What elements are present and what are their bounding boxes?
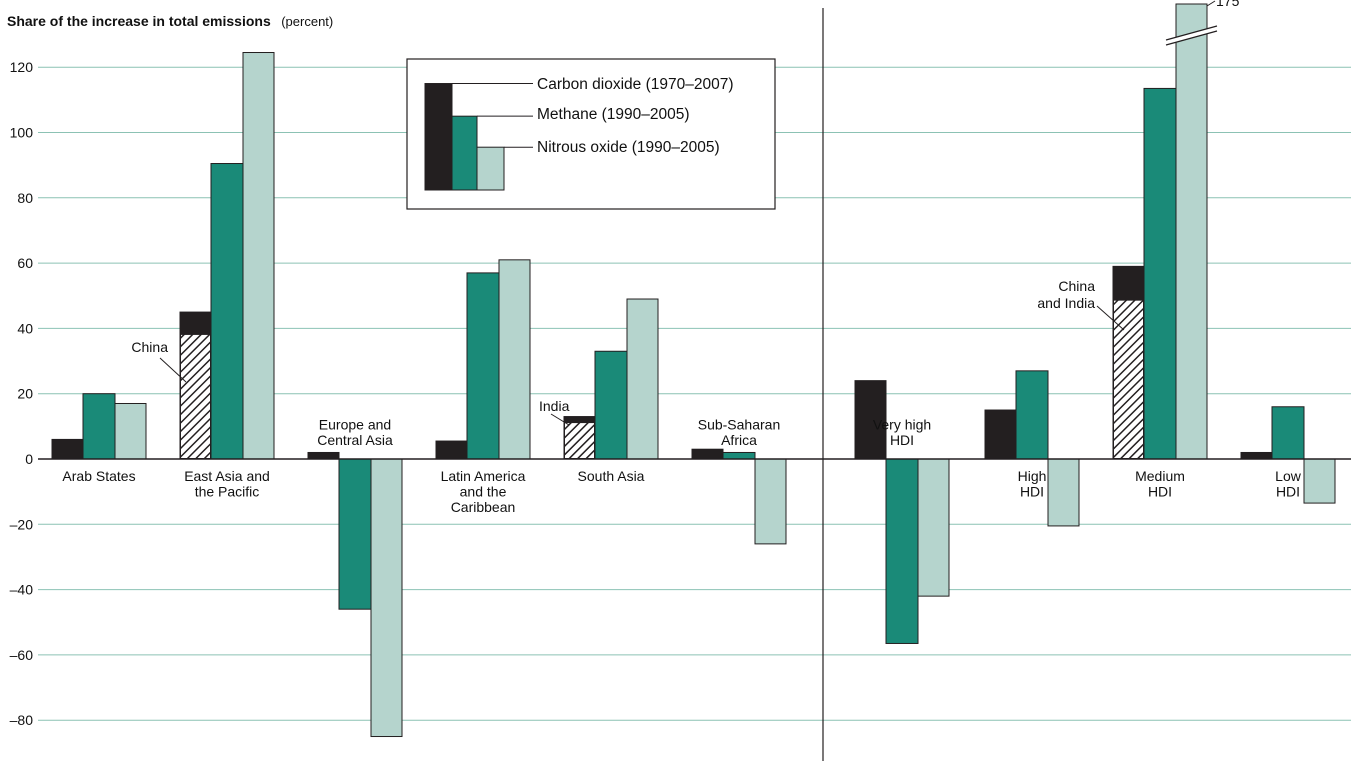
bar bbox=[1175, 3, 1208, 460]
bar bbox=[498, 259, 531, 460]
category-label-line: South Asia bbox=[578, 468, 645, 484]
legend-swatch bbox=[451, 115, 478, 191]
category-label: East Asia and the Pacific bbox=[184, 468, 270, 500]
y-tick-label: –20 bbox=[10, 516, 34, 532]
bar bbox=[854, 380, 887, 460]
y-tick-label: 0 bbox=[25, 451, 33, 467]
bar bbox=[1015, 370, 1049, 460]
subshare-label-india: India bbox=[539, 398, 570, 414]
bar bbox=[210, 163, 244, 460]
category-label-line: High bbox=[1018, 468, 1047, 484]
bar-break-mark bbox=[1165, 30, 1218, 46]
category-label-line: Africa bbox=[721, 432, 757, 448]
bar bbox=[984, 409, 1017, 460]
bar bbox=[1143, 87, 1177, 460]
category-label-line: HDI bbox=[890, 432, 914, 448]
bar bbox=[1303, 458, 1336, 504]
category-label-line: Caribbean bbox=[451, 499, 516, 515]
category-label-line: Low bbox=[1275, 468, 1302, 484]
subshare-leader-china-india bbox=[1096, 305, 1125, 331]
y-tick-label: –80 bbox=[10, 712, 34, 728]
bar bbox=[917, 458, 950, 597]
y-tick-label: 20 bbox=[17, 386, 33, 402]
bar bbox=[691, 448, 724, 460]
category-labels: Arab States East Asia and the Pacific Europ… bbox=[62, 417, 1301, 516]
chart-title-unit: (percent) bbox=[281, 14, 333, 29]
subshare-label-china-india-1: China bbox=[1058, 278, 1095, 294]
clipped-value-label: 175 bbox=[1216, 0, 1240, 9]
category-label: Arab States bbox=[62, 468, 135, 484]
bar bbox=[242, 52, 275, 460]
category-label-line: Sub-Saharan bbox=[698, 417, 781, 433]
bar bbox=[1271, 406, 1305, 460]
subshare-hatch bbox=[1114, 300, 1143, 458]
bar bbox=[754, 458, 787, 545]
category-label-line: HDI bbox=[1148, 484, 1172, 500]
category-label-line: Arab States bbox=[62, 468, 135, 484]
subshare-leader-china bbox=[159, 357, 187, 383]
legend-label: Methane (1990–2005) bbox=[537, 106, 690, 123]
bar-break-mark bbox=[1165, 25, 1218, 41]
bar bbox=[626, 298, 659, 460]
category-label-line: Central Asia bbox=[317, 432, 393, 448]
bar bbox=[722, 451, 756, 460]
subshare-hatch bbox=[565, 423, 594, 458]
bar bbox=[51, 438, 84, 460]
y-axis: 120 100 80 60 40 20 0 –20 –40 –60 –80 bbox=[10, 59, 34, 728]
bar bbox=[338, 458, 372, 610]
chart-title-main: Share of the increase in total emissions bbox=[7, 13, 271, 29]
category-label: South Asia bbox=[578, 468, 645, 484]
y-tick-label: –40 bbox=[10, 582, 34, 598]
y-tick-label: 40 bbox=[17, 320, 33, 336]
bar bbox=[885, 458, 919, 644]
category-label: Medium HDI bbox=[1135, 468, 1185, 500]
legend-swatch bbox=[476, 146, 505, 191]
category-label: Europe and Central Asia bbox=[317, 417, 393, 449]
y-tick-label: 100 bbox=[10, 125, 34, 141]
bar bbox=[1240, 451, 1273, 460]
bar bbox=[435, 440, 468, 460]
category-label: High HDI bbox=[1018, 468, 1047, 500]
legend-label: Carbon dioxide (1970–2007) bbox=[537, 76, 733, 93]
y-tick-label: –60 bbox=[10, 647, 34, 663]
category-label-line: East Asia and bbox=[184, 468, 270, 484]
chart-title: Share of the increase in total emissions… bbox=[7, 13, 333, 30]
bar-break-gap bbox=[1166, 26, 1217, 45]
bar bbox=[82, 393, 116, 460]
category-label: Very high HDI bbox=[873, 417, 931, 449]
bar bbox=[114, 402, 147, 460]
category-label: Sub-Saharan Africa bbox=[698, 417, 781, 449]
subshare-leader-india bbox=[550, 413, 570, 426]
subshare-label-china-india-2: and India bbox=[1037, 295, 1095, 311]
y-tick-label: 60 bbox=[17, 255, 33, 271]
category-label: Low HDI bbox=[1275, 468, 1302, 500]
legend: Carbon dioxide (1970–2007) Methane (1990–… bbox=[406, 58, 776, 210]
category-label-line: and the bbox=[460, 484, 507, 500]
y-tick-label: 80 bbox=[17, 190, 33, 206]
category-label-line: the Pacific bbox=[195, 484, 260, 500]
bar bbox=[307, 451, 340, 460]
category-label: Latin America and the Caribbean bbox=[441, 468, 526, 515]
bar bbox=[1047, 458, 1080, 527]
legend-label: Nitrous oxide (1990–2005) bbox=[537, 139, 720, 156]
category-label-line: Medium bbox=[1135, 468, 1185, 484]
subshare-hatch bbox=[181, 334, 210, 458]
legend-swatch bbox=[424, 83, 453, 191]
bar bbox=[466, 272, 500, 460]
category-label-line: Europe and bbox=[319, 417, 391, 433]
y-tick-label: 120 bbox=[10, 59, 34, 75]
clipped-value-leader bbox=[1206, 0, 1216, 7]
category-label-line: HDI bbox=[1276, 484, 1300, 500]
bar bbox=[594, 350, 628, 460]
category-label-line: Very high bbox=[873, 417, 931, 433]
category-label-line: HDI bbox=[1020, 484, 1044, 500]
category-label-line: Latin America bbox=[441, 468, 526, 484]
bar bbox=[370, 458, 403, 738]
subshare-label-china: China bbox=[131, 339, 168, 355]
